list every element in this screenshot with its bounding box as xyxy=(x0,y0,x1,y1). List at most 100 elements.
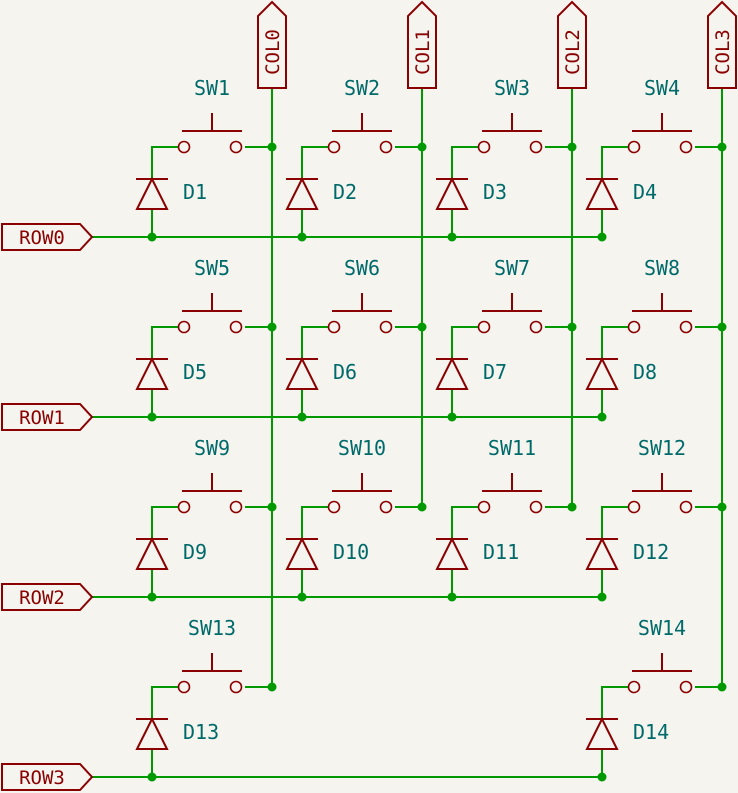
wire-junction xyxy=(417,322,427,332)
switch-pin xyxy=(177,140,191,154)
matrix-cell: SW12 D12 xyxy=(585,436,723,598)
switch-ref-label: SW8 xyxy=(644,256,680,280)
pushbutton-switch: SW11 xyxy=(477,436,543,514)
diode-ref-label: D9 xyxy=(183,540,207,564)
switch-pin xyxy=(229,320,243,334)
port-label: COL1 xyxy=(412,29,434,75)
switch-pin xyxy=(229,500,243,514)
pushbutton-switch: SW9 xyxy=(177,436,243,514)
matrix-cell: SW10 D10 xyxy=(285,436,423,598)
diode-ref-label: D8 xyxy=(633,360,657,384)
pushbutton-switch: SW13 xyxy=(177,616,243,694)
diode: D3 xyxy=(435,176,507,210)
pushbutton-switch: SW2 xyxy=(327,76,393,154)
diode: D4 xyxy=(585,176,657,210)
switch-ref-label: SW4 xyxy=(644,76,680,100)
switch-pin xyxy=(177,500,191,514)
diode: D11 xyxy=(435,536,519,570)
matrix-cell: SW9 D9 xyxy=(135,436,273,598)
switch-ref-label: SW6 xyxy=(344,256,380,280)
diode-body xyxy=(285,176,319,210)
diode-ref-label: D11 xyxy=(483,540,519,564)
matrix-cell: SW4 D4 xyxy=(585,76,723,238)
wire-junction xyxy=(147,232,157,242)
pushbutton-switch: SW4 xyxy=(627,76,693,154)
port-label: COL3 xyxy=(712,29,734,75)
matrix-cell: SW5 D5 xyxy=(135,256,273,418)
wire-junction xyxy=(597,592,607,602)
column-port-col1: COL1 xyxy=(407,0,437,89)
port-shape xyxy=(407,0,437,89)
switch-pin xyxy=(627,320,641,334)
switch-ref-label: SW11 xyxy=(488,436,536,460)
diode-ref-label: D4 xyxy=(633,180,657,204)
row-port-row1: ROW1 xyxy=(1,403,94,431)
port-shape xyxy=(1,583,94,611)
switch-ref-label: SW9 xyxy=(194,436,230,460)
diode-ref-label: D7 xyxy=(483,360,507,384)
switch-pin xyxy=(379,320,393,334)
diode-body xyxy=(135,716,169,750)
switch-pin xyxy=(679,500,693,514)
switch-ref-label: SW14 xyxy=(638,616,686,640)
diode-ref-label: D12 xyxy=(633,540,669,564)
diode-body xyxy=(585,536,619,570)
diode-body xyxy=(435,356,469,390)
diode: D6 xyxy=(285,356,357,390)
switch-pin xyxy=(327,320,341,334)
pushbutton-switch: SW12 xyxy=(627,436,693,514)
diode: D14 xyxy=(585,716,669,750)
port-label: ROW2 xyxy=(19,587,65,609)
diode-body xyxy=(135,356,169,390)
switch-pin xyxy=(529,500,543,514)
wire-junction xyxy=(417,142,427,152)
wire-junction xyxy=(147,772,157,782)
wire-junction xyxy=(567,502,577,512)
wire-junction xyxy=(267,502,277,512)
switch-pin xyxy=(679,680,693,694)
switch-pin xyxy=(327,140,341,154)
diode-body xyxy=(435,176,469,210)
wire-junction xyxy=(447,232,457,242)
column-port-col0: COL0 xyxy=(257,0,287,89)
port-shape xyxy=(1,763,94,791)
diode: D7 xyxy=(435,356,507,390)
wire-junction xyxy=(717,322,727,332)
matrix-cell: SW6 D6 xyxy=(285,256,423,418)
switch-pin xyxy=(627,500,641,514)
diode-ref-label: D3 xyxy=(483,180,507,204)
matrix-cell: SW1 D1 xyxy=(135,76,273,238)
switch-pin xyxy=(477,140,491,154)
wire-junction xyxy=(447,412,457,422)
diode-body xyxy=(285,536,319,570)
switch-ref-label: SW7 xyxy=(494,256,530,280)
diode-ref-label: D2 xyxy=(333,180,357,204)
port-label: COL2 xyxy=(562,29,584,75)
diode-body xyxy=(285,356,319,390)
switch-ref-label: SW10 xyxy=(338,436,386,460)
pushbutton-switch: SW1 xyxy=(177,76,243,154)
port-shape xyxy=(1,223,94,251)
row-port-row0: ROW0 xyxy=(1,223,94,251)
column-port-col3: COL3 xyxy=(707,0,737,89)
switch-pin xyxy=(477,320,491,334)
diode-ref-label: D13 xyxy=(183,720,219,744)
wire-junction xyxy=(297,592,307,602)
diode: D13 xyxy=(135,716,219,750)
switch-pin xyxy=(627,140,641,154)
switch-pin xyxy=(229,680,243,694)
switch-pin xyxy=(229,140,243,154)
diode-body xyxy=(135,536,169,570)
diode-body xyxy=(585,716,619,750)
port-label: COL0 xyxy=(262,29,284,75)
matrix-cell: SW13 D13 xyxy=(135,616,273,778)
switch-pin xyxy=(327,500,341,514)
row-port-row2: ROW2 xyxy=(1,583,94,611)
diode: D9 xyxy=(135,536,207,570)
diode-ref-label: D10 xyxy=(333,540,369,564)
diode-body xyxy=(135,176,169,210)
pushbutton-switch: SW8 xyxy=(627,256,693,334)
diode-ref-label: D6 xyxy=(333,360,357,384)
switch-pin xyxy=(379,140,393,154)
wire-junction xyxy=(567,322,577,332)
